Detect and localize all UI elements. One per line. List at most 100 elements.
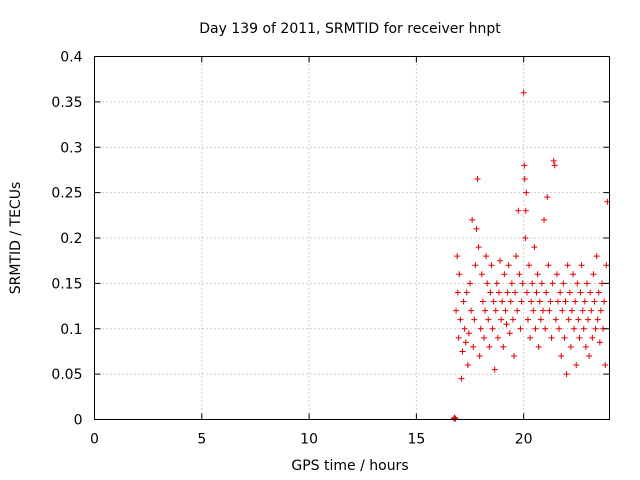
data-point — [476, 352, 483, 359]
x-tick-label: 0 — [90, 432, 99, 448]
data-point — [583, 280, 590, 287]
data-point — [558, 352, 565, 359]
data-point — [523, 189, 530, 196]
data-point — [545, 262, 552, 269]
data-point — [465, 330, 472, 337]
y-tick-label: 0.15 — [51, 276, 82, 292]
data-point — [576, 334, 583, 341]
data-point — [461, 325, 468, 332]
data-point — [535, 343, 542, 350]
data-point — [581, 298, 588, 305]
chart-title: Day 139 of 2011, SRMTID for receiver hnp… — [199, 21, 501, 37]
data-point — [536, 298, 543, 305]
data-point — [506, 330, 513, 337]
data-point — [550, 157, 557, 164]
data-point — [587, 289, 594, 296]
data-point — [593, 253, 600, 260]
data-point — [585, 316, 592, 323]
data-point — [495, 289, 502, 296]
data-point — [528, 298, 535, 305]
data-point — [456, 271, 463, 278]
data-point — [565, 316, 572, 323]
data-point — [595, 289, 602, 296]
data-point — [580, 325, 587, 332]
data-point — [570, 271, 577, 278]
data-point — [515, 207, 522, 214]
x-tick-label: 20 — [515, 432, 533, 448]
data-point — [590, 271, 597, 278]
data-point — [602, 362, 609, 369]
data-point — [469, 216, 476, 223]
data-point — [513, 253, 520, 260]
data-point — [479, 298, 486, 305]
data-point — [561, 334, 568, 341]
data-point — [594, 316, 601, 323]
data-point — [502, 307, 509, 314]
data-point — [453, 307, 460, 314]
data-point — [508, 280, 515, 287]
data-point — [452, 415, 459, 422]
data-point — [514, 307, 521, 314]
data-point — [463, 289, 470, 296]
data-point — [548, 334, 555, 341]
data-point — [474, 176, 481, 183]
data-point — [493, 280, 500, 287]
grid — [94, 56, 610, 420]
data-point — [458, 375, 465, 382]
data-point — [521, 162, 528, 169]
data-point — [591, 298, 598, 305]
data-point — [538, 280, 545, 287]
data-point — [568, 307, 575, 314]
data-point — [603, 262, 610, 269]
data-point — [596, 339, 603, 346]
data-point — [551, 162, 558, 169]
data-point — [501, 271, 508, 278]
data-point — [459, 348, 466, 355]
data-point — [592, 325, 599, 332]
data-point — [534, 271, 541, 278]
data-point — [542, 325, 549, 332]
data-point — [500, 343, 507, 350]
data-point — [549, 280, 556, 287]
data-point — [499, 298, 506, 305]
data-point — [484, 280, 491, 287]
data-point — [531, 244, 538, 251]
data-point — [477, 325, 484, 332]
y-tick-label: 0.35 — [51, 95, 82, 111]
y-tick-label: 0.2 — [60, 231, 82, 247]
data-point — [529, 280, 536, 287]
data-point — [562, 298, 569, 305]
data-point — [489, 325, 496, 332]
data-point — [492, 307, 499, 314]
data-point — [505, 262, 512, 269]
data-point — [566, 289, 573, 296]
data-point — [520, 89, 527, 96]
data-point — [467, 280, 474, 287]
data-point — [524, 316, 531, 323]
data-point — [498, 316, 505, 323]
data-point — [516, 271, 523, 278]
data-point — [522, 235, 529, 241]
data-point — [473, 225, 480, 232]
data-point — [563, 371, 570, 378]
y-tick-label: 0.25 — [51, 186, 82, 202]
data-point — [483, 253, 490, 260]
data-point — [572, 298, 579, 305]
y-tick-label: 0 — [74, 413, 83, 429]
data-point — [537, 316, 544, 323]
data-point — [488, 262, 495, 269]
data-point — [556, 325, 563, 332]
data-point — [522, 207, 529, 214]
data-point — [470, 343, 477, 350]
data-point — [526, 262, 533, 269]
data-point — [523, 289, 530, 296]
data-point — [519, 280, 526, 287]
y-tick-label: 0.4 — [60, 50, 82, 66]
data-point — [454, 289, 461, 296]
y-tick-label: 0.1 — [60, 322, 82, 338]
data-point — [517, 325, 524, 332]
data-point — [574, 280, 581, 287]
data-point — [547, 298, 554, 305]
data-point — [485, 316, 492, 323]
